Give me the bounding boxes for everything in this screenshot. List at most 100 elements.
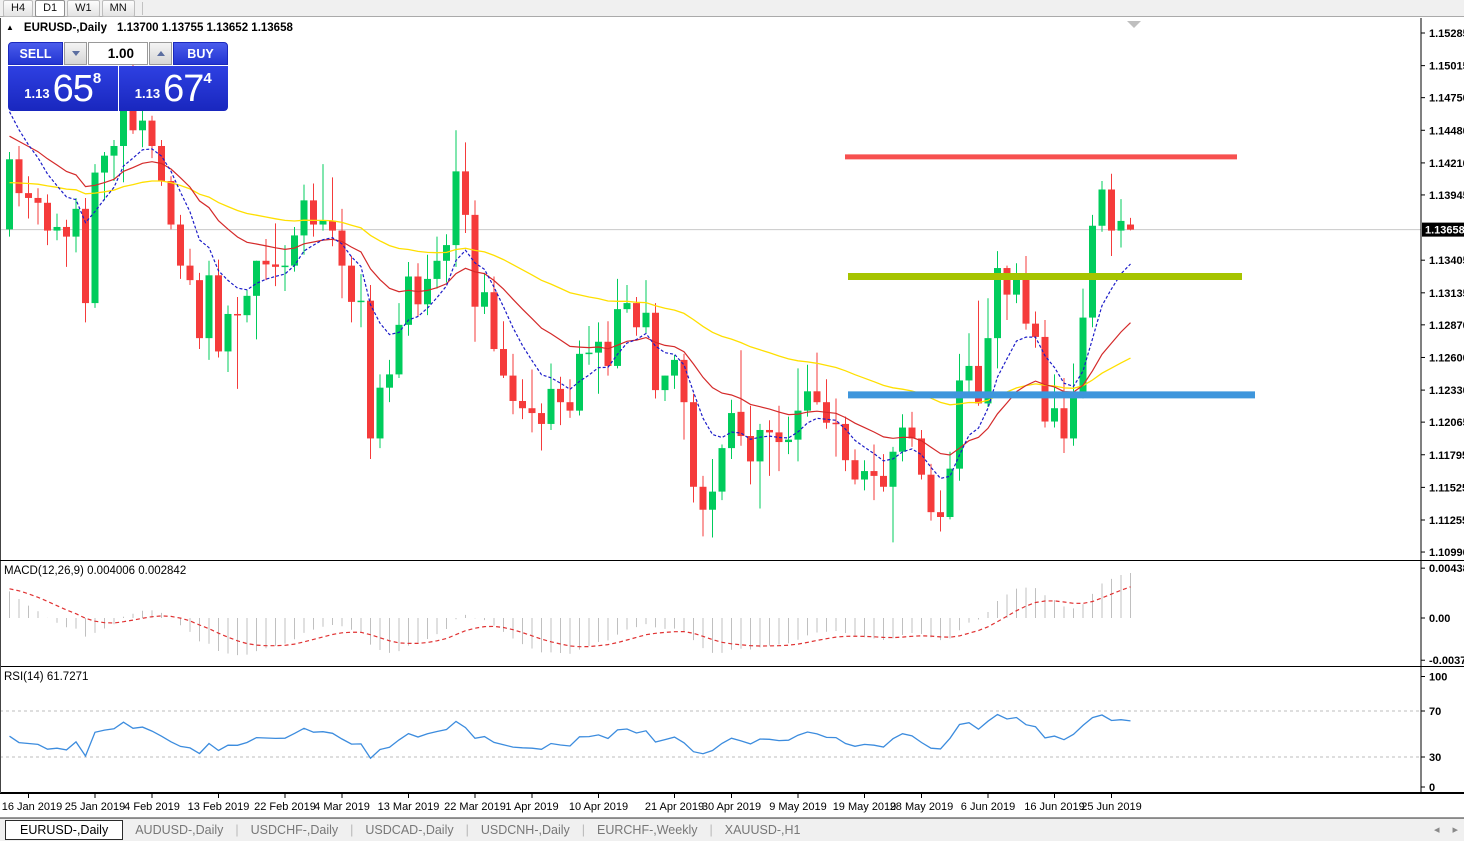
macd-panel[interactable]: 0.00438 0.00 -0.003711 [0,561,1464,667]
date-axis-label: 10 Apr 2019 [569,801,628,813]
price-axis-label: 1.14210 [1429,158,1464,170]
macd-axis-label: 0.00 [1429,613,1450,625]
date-axis-label: 13 Mar 2019 [378,801,440,813]
arrow-down-icon [71,51,80,56]
chart-symbol-title: EURUSD-,Daily [23,22,107,34]
timeframe-buttons: H4 D1 W1 MN [3,0,137,17]
tab-separator: | [581,823,586,837]
date-axis-label: 13 Feb 2019 [188,801,250,813]
tab-scroll-arrows: ◂ ▸ [1434,823,1458,836]
date-axis-label: 25 Jun 2019 [1081,801,1142,813]
tab-scroll-left-icon[interactable]: ◂ [1433,824,1440,836]
date-axis-label: 30 Apr 2019 [702,801,761,813]
buy-price-display[interactable]: 1.13 67 4 [118,66,228,111]
date-axis-label: 4 Feb 2019 [124,801,180,813]
arrow-up-icon [156,51,165,56]
rsi-axis-label: 0 [1429,782,1435,793]
tab-separator: | [235,823,239,837]
ma-fast-line [8,111,1131,480]
macd-histogram [9,573,1131,656]
tab-separator: | [350,823,354,837]
date-axis-label: 9 May 2019 [769,801,826,813]
chart-header: ▲ EURUSD-,Daily 1.13700 1.13755 1.13652 … [6,22,293,34]
date-axis-label: 1 Apr 2019 [505,801,558,813]
current-price-tag: 1.13658 [1422,222,1464,237]
price-axis-label: 1.12330 [1429,385,1464,397]
price-axis-label: 1.12065 [1429,417,1464,429]
symbol-tabs: EURUSD-,Daily AUDUSD-,Daily | USDCHF-,Daily… [0,820,812,840]
scroll-to-end-marker [1127,21,1141,28]
tab-usdcad-daily[interactable]: USDCAD-,Daily [365,823,454,837]
date-axis-label: 6 Jun 2019 [961,801,1015,813]
timeframe-toolbar: H4 D1 W1 MN [0,0,1464,17]
price-axis-label: 1.13135 [1429,288,1464,300]
tab-eurchf-weekly[interactable]: EURCHF-,Weekly [597,823,698,837]
date-axis-label: 21 Apr 2019 [645,801,704,813]
volume-input[interactable]: 1.00 [88,42,148,65]
date-axis-label: 22 Mar 2019 [444,801,506,813]
one-click-trading-panel: SELL 1.00 BUY 1.13 65 8 1.13 67 4 [8,42,228,111]
sell-price-sup: 8 [92,70,102,87]
price-axis-label: 1.13945 [1429,190,1464,202]
macd-axis: 0.00438 0.00 -0.003711 [1421,563,1464,667]
volume-increase-button[interactable] [149,42,172,65]
price-axis-label: 1.12600 [1429,352,1464,364]
collapse-trade-panel-icon[interactable]: ▲ [6,22,14,32]
tab-usdchf-daily[interactable]: USDCHF-,Daily [250,823,339,837]
rsi-indicator-label: RSI(14) 61.7271 [4,671,89,683]
tab-separator: | [709,823,713,837]
rsi-panel[interactable]: 100 70 30 0 [0,667,1464,793]
date-axis-label: 16 Jan 2019 [2,801,63,813]
tab-usdcnh-daily[interactable]: USDCNH-,Daily [480,823,570,837]
tab-xauusd-h1[interactable]: XAUUSD-,H1 [724,823,801,837]
sell-button[interactable]: SELL [8,42,63,65]
price-axis-label: 1.11525 [1429,482,1464,494]
buy-price-big: 67 [163,67,204,110]
price-axis-label: 1.12870 [1429,320,1464,332]
date-axis-label: 4 Mar 2019 [314,801,370,813]
price-axis-label: 1.13405 [1429,255,1464,267]
macd-indicator-label: MACD(12,26,9) 0.004006 0.002842 [4,565,187,577]
price-axis-label: 1.14750 [1429,93,1464,105]
price-axis-label: 1.14480 [1429,125,1464,137]
tab-scroll-right-icon[interactable]: ▸ [1452,824,1458,836]
date-axis-label: 16 Jun 2019 [1024,801,1085,813]
price-axis-label: 1.10990 [1429,547,1464,559]
sell-price-prefix: 1.13 [24,86,50,101]
rsi-line [9,713,1131,760]
price-axis-label: 1.11255 [1429,515,1464,527]
main-price-chart[interactable]: 1.15285 1.15015 1.14750 1.14480 1.14210 1.139… [0,18,1464,561]
tab-audusd-daily[interactable]: AUDUSD-,Daily [135,823,224,837]
price-axis-label: 1.11795 [1429,450,1464,462]
macd-axis-label: -0.003711 [1429,655,1464,667]
timeframe-button-mn[interactable]: MN [101,0,135,17]
symbol-tab-bar: EURUSD-,Daily AUDUSD-,Daily | USDCHF-,Daily… [0,818,1464,841]
timeframe-button-w1[interactable]: W1 [67,0,100,17]
rsi-axis-label: 70 [1429,706,1441,718]
ma-slow-line [9,180,1131,406]
tab-eurusd-daily[interactable]: EURUSD-,Daily [5,820,124,840]
sell-price-display[interactable]: 1.13 65 8 [8,66,118,111]
toolbar-separator [141,1,143,15]
ma-mid-line [9,135,1131,456]
volume-decrease-button[interactable] [64,42,87,65]
date-axis-label: 25 Jan 2019 [65,801,126,813]
date-axis-label: 19 May 2019 [833,801,897,813]
timeframe-button-d1[interactable]: D1 [35,0,66,17]
buy-price-prefix: 1.13 [134,86,161,101]
price-axis-label: 1.15015 [1429,61,1464,73]
rsi-axis: 100 70 30 0 [1421,672,1447,793]
rsi-axis-label: 30 [1429,752,1441,764]
sell-price-big: 65 [52,67,94,110]
svg-text:1.13658: 1.13658 [1425,225,1464,237]
macd-axis-label: 0.00438 [1429,563,1464,575]
date-axis-label: 28 May 2019 [890,801,954,813]
timeframe-button-h4[interactable]: H4 [3,0,34,17]
price-axis: 1.15285 1.15015 1.14750 1.14480 1.14210 1.139… [1421,28,1464,559]
buy-button[interactable]: BUY [173,42,228,65]
buy-price-sup: 4 [203,70,212,87]
price-axis-label: 1.15285 [1429,28,1464,40]
chart-ohlc-values: 1.13700 1.13755 1.13652 1.13658 [117,22,293,34]
